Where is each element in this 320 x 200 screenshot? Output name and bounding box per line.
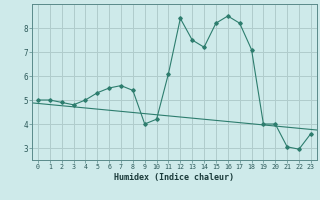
- X-axis label: Humidex (Indice chaleur): Humidex (Indice chaleur): [115, 173, 234, 182]
